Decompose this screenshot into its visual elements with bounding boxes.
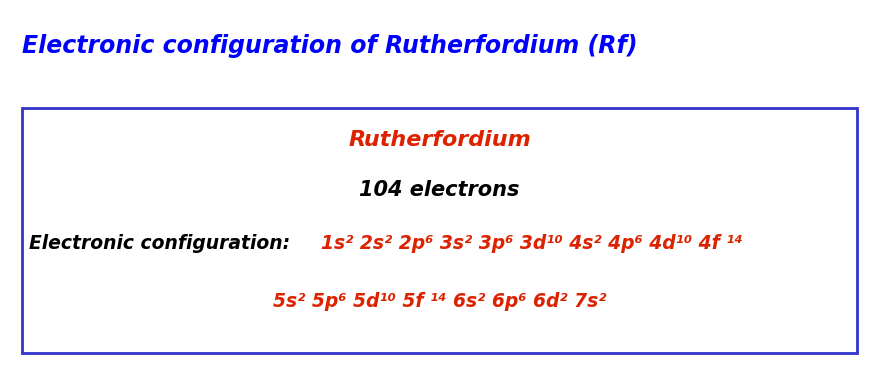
Text: 5s² 5p⁶ 5d¹⁰ 5f ¹⁴ 6s² 6p⁶ 6d² 7s²: 5s² 5p⁶ 5d¹⁰ 5f ¹⁴ 6s² 6p⁶ 6d² 7s² — [272, 292, 606, 311]
Text: 1s² 2s² 2p⁶ 3s² 3p⁶ 3d¹⁰ 4s² 4p⁶ 4d¹⁰ 4f ¹⁴: 1s² 2s² 2p⁶ 3s² 3p⁶ 3d¹⁰ 4s² 4p⁶ 4d¹⁰ 4f… — [320, 234, 742, 253]
Text: Rutherfordium: Rutherfordium — [348, 130, 530, 150]
Text: Electronic configuration of Rutherfordium (Rf): Electronic configuration of Rutherfordiu… — [22, 34, 637, 58]
Text: 104 electrons: 104 electrons — [359, 180, 519, 200]
Text: Electronic configuration:: Electronic configuration: — [29, 234, 296, 253]
